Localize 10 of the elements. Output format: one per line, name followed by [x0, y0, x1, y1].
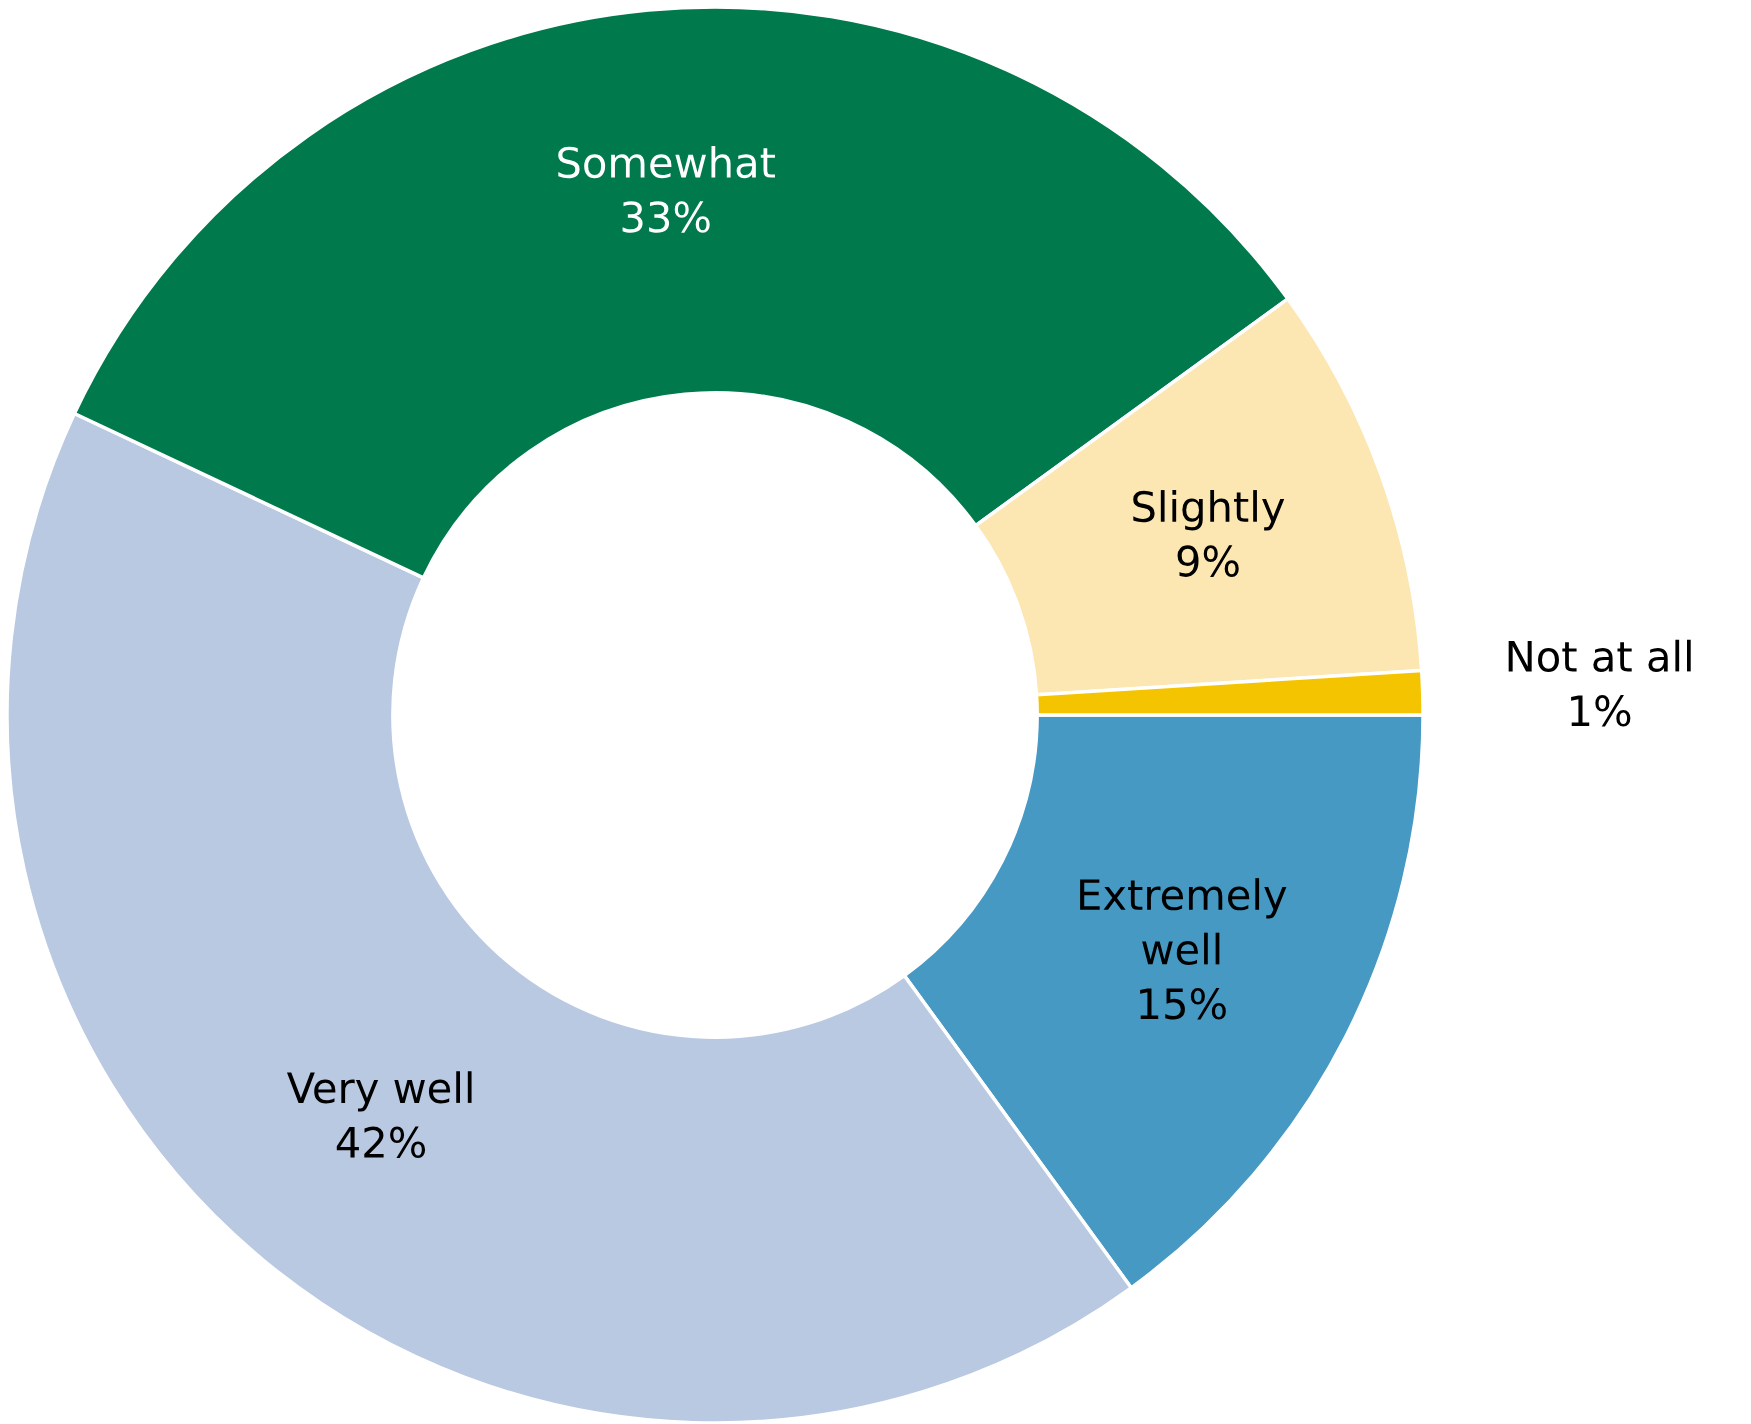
data-label: 1%: [1571, 695, 1631, 727]
data-label: 15%: [1140, 987, 1226, 1020]
data-label: 33%: [622, 201, 710, 233]
data-label: 9%: [1177, 545, 1239, 577]
slice-label: Extremely well: [1080, 878, 1287, 965]
data-label: 42%: [336, 1126, 426, 1159]
slice-label: Very well: [286, 1071, 472, 1112]
slice-label: Not at all: [1508, 639, 1691, 672]
slice-label: Somewhat: [558, 145, 775, 179]
slice-label: Slightly: [1133, 490, 1285, 531]
